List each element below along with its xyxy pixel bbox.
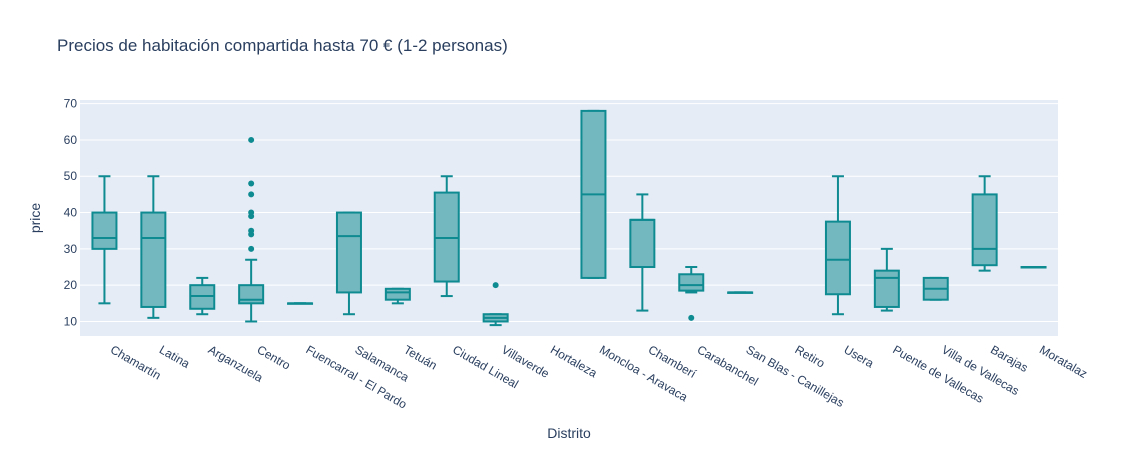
y-tick-label: 60 xyxy=(64,133,78,147)
x-tick-label: Retiro xyxy=(793,342,828,370)
y-tick-label: 50 xyxy=(64,169,78,183)
box-iqr xyxy=(140,211,167,308)
x-tick-label: Chamartín xyxy=(108,342,164,382)
box-iqr xyxy=(824,220,851,296)
x-axis-title: Distrito xyxy=(547,425,591,441)
box-1[interactable] xyxy=(140,175,167,319)
outlier-point xyxy=(492,282,499,289)
box-iqr xyxy=(384,287,411,301)
box-10[interactable] xyxy=(580,109,607,279)
outlier-point xyxy=(248,245,255,252)
x-tick-label: Tetuán xyxy=(401,342,439,372)
box-iqr xyxy=(678,273,705,292)
box-18[interactable] xyxy=(971,175,998,272)
x-tick-label: Moratalaz xyxy=(1037,342,1090,380)
y-tick-label: 30 xyxy=(64,242,78,256)
box-17[interactable] xyxy=(922,276,949,301)
outlier-point xyxy=(248,180,255,187)
box-series[interactable] xyxy=(91,109,1047,327)
y-tick-label: 20 xyxy=(64,278,78,292)
box-7[interactable] xyxy=(433,175,460,298)
box-11[interactable] xyxy=(629,193,656,312)
x-tick-label: Latina xyxy=(157,342,193,371)
box-iqr xyxy=(335,211,362,294)
y-tick-labels: 10 20 30 40 50 60 70 xyxy=(64,97,78,329)
box-16[interactable] xyxy=(873,247,900,312)
x-tick-label: Usera xyxy=(841,342,876,370)
y-tick-label: 40 xyxy=(64,206,78,220)
box-13[interactable] xyxy=(727,291,754,294)
box-iqr xyxy=(873,269,900,308)
box-5[interactable] xyxy=(335,211,362,316)
x-tick-label: Moncloa - Aravaca xyxy=(597,342,690,404)
y-tick-label: 70 xyxy=(64,97,78,111)
box-2[interactable] xyxy=(189,276,216,316)
x-tick-label: Puente de Vallecas xyxy=(890,342,986,405)
box-iqr xyxy=(629,218,656,269)
x-tick-label: Arganzuela xyxy=(206,342,266,385)
chart-title: Precios de habitación compartida hasta 7… xyxy=(57,36,508,55)
box-3[interactable] xyxy=(238,136,265,323)
box-4[interactable] xyxy=(287,302,314,305)
box-12[interactable] xyxy=(678,266,705,321)
outlier-point xyxy=(248,136,255,143)
box-19[interactable] xyxy=(1020,266,1047,269)
outlier-point xyxy=(248,227,255,234)
y-tick-label: 10 xyxy=(64,314,78,328)
outlier-point xyxy=(248,209,255,216)
box-0[interactable] xyxy=(91,175,118,305)
box-8[interactable] xyxy=(482,282,509,327)
plot-background xyxy=(80,100,1058,336)
outlier-point xyxy=(248,191,255,198)
x-tick-label: Hortaleza xyxy=(548,342,600,380)
box-15[interactable] xyxy=(824,175,851,316)
box-iqr xyxy=(971,193,998,267)
y-axis-title: price xyxy=(27,203,43,234)
x-tick-label: Centro xyxy=(255,342,293,372)
box-iqr xyxy=(91,211,118,250)
outlier-point xyxy=(688,314,695,321)
box-6[interactable] xyxy=(384,287,411,305)
